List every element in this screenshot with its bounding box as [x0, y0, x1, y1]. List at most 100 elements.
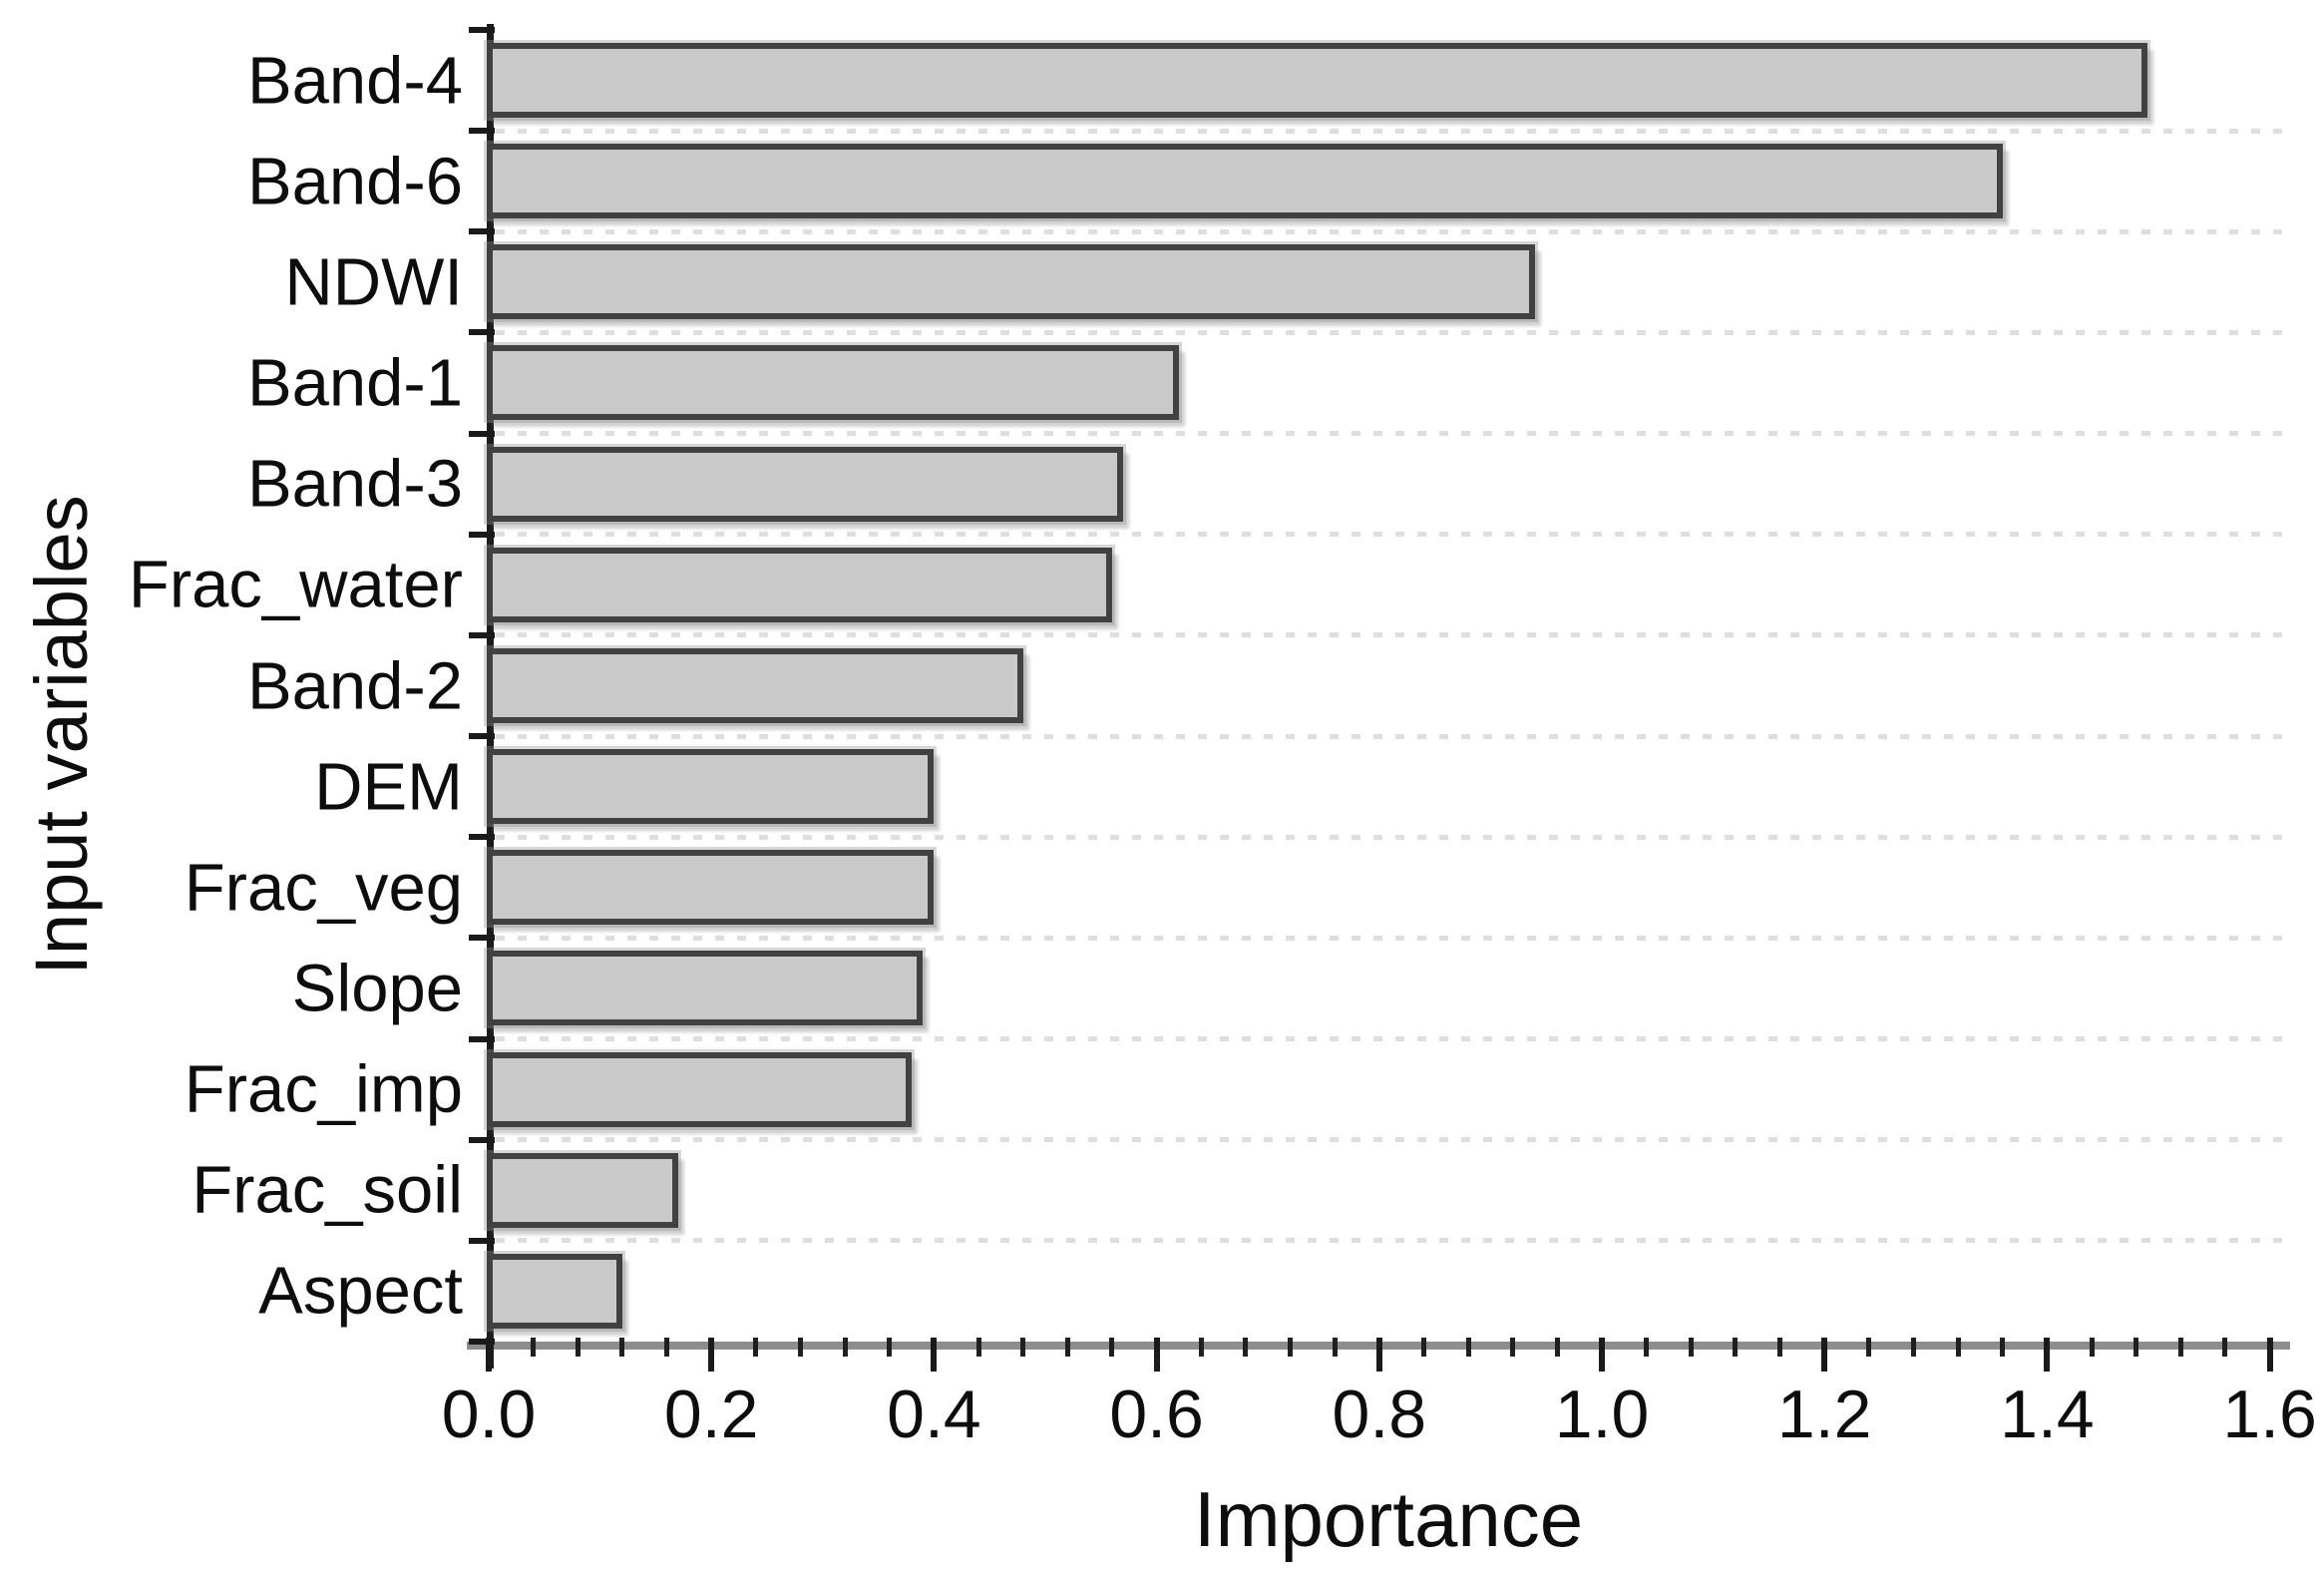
x-axis-minor-tick [2177, 1338, 2183, 1357]
y-axis-tick [469, 1035, 495, 1042]
y-axis-tick [469, 228, 495, 235]
gridline [496, 1137, 2288, 1143]
x-axis-major-tick [1821, 1338, 1828, 1372]
gridline [496, 632, 2288, 638]
category-label-frac_veg: Frac_veg [184, 850, 463, 926]
x-axis-minor-tick [1020, 1338, 1026, 1357]
bar-frac_soil [487, 1152, 678, 1228]
y-axis-tick [469, 935, 495, 942]
x-axis-minor-tick [1064, 1338, 1070, 1357]
y-axis-tick [469, 1136, 495, 1143]
category-label-frac_water: Frac_water [128, 547, 463, 622]
x-axis-major-tick [2044, 1338, 2051, 1372]
x-axis-minor-tick [1109, 1338, 1115, 1357]
bar-frac_imp [487, 1051, 913, 1127]
x-axis-major-tick [1599, 1338, 1605, 1372]
bar-ndwi [487, 244, 1536, 320]
gridline [496, 532, 2288, 538]
category-label-band-3: Band-3 [246, 446, 463, 522]
x-axis-minor-tick [619, 1338, 625, 1357]
y-axis-tick [469, 1237, 495, 1244]
x-axis-tick-label: 1.4 [2000, 1376, 2095, 1452]
gridline [496, 431, 2288, 437]
x-axis-minor-tick [664, 1338, 670, 1357]
x-axis-major-tick [2266, 1338, 2273, 1372]
y-axis-tick [469, 27, 495, 33]
bar-band-3 [487, 446, 1124, 522]
y-axis-tick [469, 1339, 495, 1345]
category-label-band-1: Band-1 [246, 345, 463, 421]
x-axis-tick-label: 0.8 [1332, 1376, 1427, 1452]
x-axis-minor-tick [1332, 1338, 1338, 1357]
bar-slope [487, 951, 924, 1026]
category-label-ndwi: NDWI [284, 244, 463, 320]
x-axis-minor-tick [753, 1338, 759, 1357]
bar-band-2 [487, 647, 1023, 723]
x-axis-minor-tick [1420, 1338, 1426, 1357]
gridline [496, 228, 2288, 234]
bar-frac_veg [487, 850, 935, 926]
x-axis-major-tick [1375, 1338, 1382, 1372]
x-axis-tick-label: 0.4 [887, 1376, 981, 1452]
x-axis-minor-tick [2222, 1338, 2228, 1357]
x-axis-minor-tick [975, 1338, 981, 1357]
bar-band-4 [487, 43, 2147, 118]
y-axis-tick [469, 834, 495, 841]
x-axis-minor-tick [2000, 1338, 2006, 1357]
x-axis-minor-tick [1866, 1338, 1872, 1357]
y-axis-tick [469, 430, 495, 437]
y-axis-title: Input variables [20, 495, 103, 976]
category-label-slope: Slope [291, 951, 463, 1026]
x-axis-tick-label: 1.2 [1776, 1376, 1872, 1452]
x-axis-major-tick [708, 1338, 715, 1372]
x-axis-minor-tick [1465, 1338, 1471, 1357]
y-axis-tick [469, 631, 495, 638]
x-axis-minor-tick [842, 1338, 848, 1357]
category-label-frac_imp: Frac_imp [184, 1051, 463, 1127]
x-axis-tick-label: 0.2 [663, 1376, 759, 1452]
x-axis-minor-tick [887, 1338, 893, 1357]
x-axis-major-tick [486, 1338, 492, 1372]
bar-dem [487, 749, 935, 825]
x-axis-minor-tick [531, 1338, 537, 1357]
gridline [496, 733, 2288, 739]
gridline [496, 935, 2288, 941]
category-label-band-2: Band-2 [246, 648, 463, 723]
x-axis-minor-tick [1910, 1338, 1916, 1357]
x-axis-minor-tick [1243, 1338, 1249, 1357]
y-axis-tick [469, 733, 495, 740]
gridline [496, 329, 2288, 335]
x-axis-tick-label: 1.6 [2222, 1376, 2317, 1452]
bar-frac_water [487, 547, 1112, 622]
bar-band-1 [487, 345, 1179, 421]
x-axis-minor-tick [2133, 1338, 2139, 1357]
category-label-frac_soil: Frac_soil [192, 1152, 463, 1228]
category-label-dem: DEM [314, 749, 463, 825]
x-axis-tick-label: 0.0 [441, 1376, 537, 1452]
x-axis-tick-label: 1.0 [1554, 1376, 1650, 1452]
category-label-aspect: Aspect [258, 1253, 463, 1329]
x-axis-minor-tick [1510, 1338, 1516, 1357]
bar-band-6 [487, 144, 2003, 219]
x-axis-minor-tick [1777, 1338, 1783, 1357]
x-axis-minor-tick [1198, 1338, 1204, 1357]
x-axis-minor-tick [1955, 1338, 1961, 1357]
x-axis-minor-tick [1554, 1338, 1560, 1357]
bar-aspect [487, 1253, 622, 1329]
y-axis-tick [469, 128, 495, 135]
x-axis-title: Importance [1193, 1475, 1584, 1563]
gridline [496, 1238, 2288, 1244]
x-axis-major-tick [1153, 1338, 1160, 1372]
y-axis-tick [469, 329, 495, 336]
x-axis-minor-tick [1288, 1338, 1294, 1357]
category-label-band-4: Band-4 [246, 43, 463, 119]
x-axis-minor-tick [575, 1338, 581, 1357]
x-axis-minor-tick [1688, 1338, 1694, 1357]
x-axis-minor-tick [1733, 1338, 1739, 1357]
gridline [496, 1036, 2288, 1042]
category-label-band-6: Band-6 [246, 144, 463, 219]
x-axis-minor-tick [2089, 1338, 2095, 1357]
x-axis-minor-tick [1644, 1338, 1650, 1357]
x-axis-tick-label: 0.6 [1109, 1376, 1204, 1452]
